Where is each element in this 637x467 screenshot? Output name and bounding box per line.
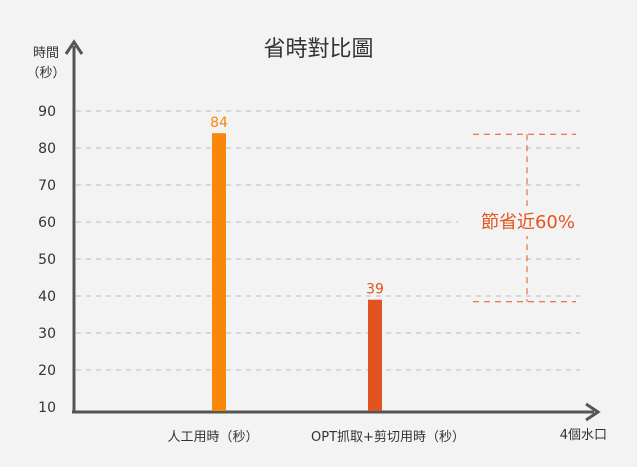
y-axis-arrow bbox=[64, 39, 84, 55]
category-label: OPT抓取+剪切用時（秒） bbox=[311, 429, 465, 445]
y-axis-label-line1: 時間 bbox=[32, 46, 59, 61]
y-tick-label: 90 bbox=[38, 104, 56, 120]
data-label: 39 bbox=[366, 282, 384, 298]
x-axis-label: 4個水口 bbox=[559, 428, 607, 443]
y-tick-label: 40 bbox=[38, 289, 56, 305]
y-tick-label: 10 bbox=[38, 400, 56, 416]
y-tick-label: 50 bbox=[38, 252, 56, 268]
y-tick-label: 60 bbox=[38, 215, 56, 231]
bar bbox=[368, 299, 382, 411]
data-label: 84 bbox=[210, 115, 228, 131]
chart-title: 省時對比圖 bbox=[263, 37, 374, 62]
y-tick-label: 70 bbox=[38, 178, 56, 194]
y-axis-label: 時間 （秒） bbox=[20, 44, 72, 84]
y-axis-label-line2: （秒） bbox=[26, 66, 66, 81]
category-label: 人工用時（秒） bbox=[167, 430, 258, 445]
bar bbox=[212, 133, 226, 411]
x-axis-arrow bbox=[585, 402, 601, 422]
y-tick-label: 80 bbox=[38, 141, 56, 157]
savings-annotation: 節省近60% bbox=[458, 206, 598, 236]
y-tick-label: 30 bbox=[38, 326, 56, 342]
y-tick-label: 20 bbox=[38, 363, 56, 379]
